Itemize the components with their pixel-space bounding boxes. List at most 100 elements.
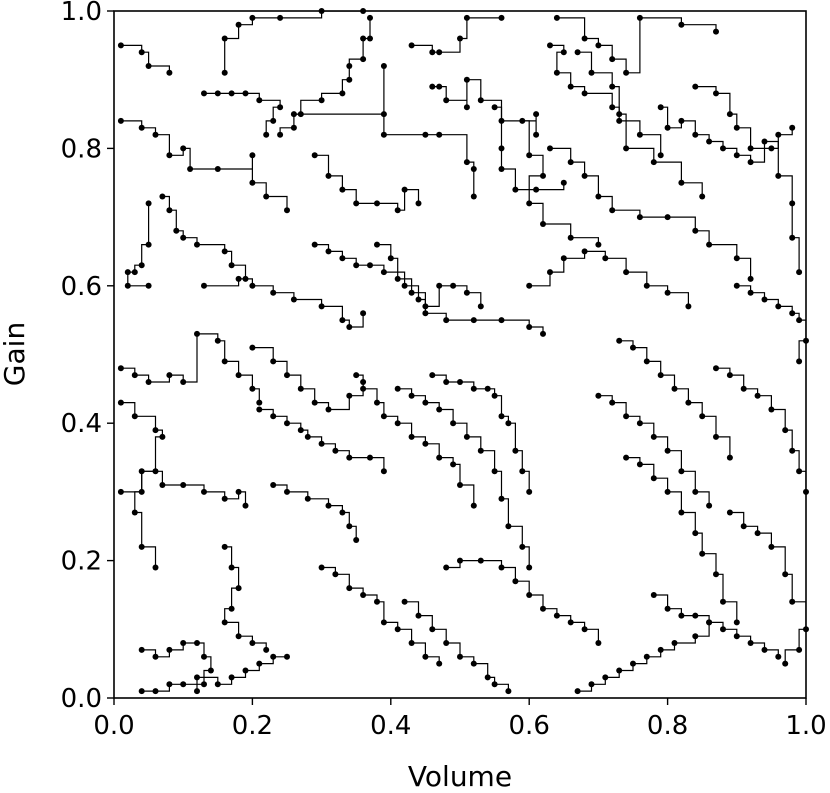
series-line	[120, 333, 260, 403]
data-point	[450, 420, 457, 427]
data-point	[782, 571, 789, 578]
plot-frame	[113, 10, 807, 699]
data-point	[311, 152, 318, 159]
series-line	[577, 51, 703, 197]
data-point	[436, 660, 443, 667]
x-axis: 0.0 0.2 0.4 0.6 0.8 1.0	[93, 698, 827, 741]
data-point	[623, 454, 630, 461]
series-line	[432, 79, 537, 135]
data-point	[380, 619, 387, 626]
data-point	[443, 564, 450, 571]
data-point	[443, 317, 450, 324]
data-point	[346, 392, 353, 399]
data-point	[567, 83, 574, 90]
data-point	[152, 564, 159, 571]
data-point	[256, 97, 263, 104]
data-point	[498, 166, 505, 172]
data-point	[422, 303, 429, 310]
data-point	[553, 612, 560, 619]
series-line	[314, 154, 420, 211]
data-point	[221, 358, 228, 365]
data-point	[609, 83, 616, 90]
y-axis: 0.0 0.2 0.4 0.6 0.8 1.0	[61, 0, 114, 714]
data-point	[422, 399, 429, 406]
data-point	[526, 488, 533, 495]
data-point	[678, 612, 685, 619]
data-point	[775, 172, 782, 179]
data-point	[290, 111, 297, 118]
series-line	[529, 250, 689, 307]
data-point	[235, 585, 242, 592]
data-point	[124, 282, 131, 289]
data-point	[256, 660, 263, 667]
data-point	[380, 63, 387, 69]
data-point	[796, 317, 803, 324]
data-point	[789, 310, 796, 317]
data-point	[297, 385, 304, 392]
data-point	[740, 385, 747, 392]
data-point	[643, 653, 650, 660]
data-point	[498, 145, 505, 152]
data-point	[533, 186, 540, 193]
data-point	[367, 14, 373, 21]
data-point	[311, 241, 318, 248]
data-point	[457, 379, 463, 385]
data-point	[595, 640, 602, 646]
series-line	[120, 44, 170, 73]
data-point	[609, 207, 616, 214]
data-point	[152, 653, 159, 660]
data-point	[228, 674, 235, 681]
data-point	[713, 28, 719, 35]
data-point	[671, 640, 678, 646]
data-point	[747, 275, 754, 282]
data-point	[754, 530, 761, 537]
data-point	[678, 179, 685, 186]
data-point	[415, 296, 422, 303]
data-point	[526, 152, 533, 159]
data-point	[636, 14, 643, 21]
data-point	[526, 592, 533, 598]
x-tick-label: 0.0	[93, 711, 134, 741]
data-point	[685, 303, 692, 310]
data-point	[733, 282, 740, 289]
series-line	[522, 120, 599, 245]
data-point	[408, 433, 415, 440]
data-point	[671, 385, 678, 392]
y-tick-label: 0.6	[61, 272, 102, 302]
data-point	[657, 646, 664, 653]
data-point	[678, 509, 685, 516]
data-point	[394, 626, 401, 633]
data-point	[706, 138, 713, 145]
data-point	[332, 447, 339, 454]
data-point	[699, 193, 706, 200]
data-point	[699, 550, 706, 557]
data-point	[678, 21, 685, 28]
data-point	[519, 468, 526, 475]
data-point	[789, 447, 796, 454]
data-point	[643, 358, 650, 365]
data-point	[623, 69, 630, 76]
data-point	[270, 482, 277, 488]
data-point	[706, 241, 713, 248]
data-point	[616, 337, 623, 344]
data-point	[394, 385, 401, 392]
data-point	[505, 420, 512, 427]
data-point	[470, 317, 477, 324]
x-tick-label: 0.6	[509, 711, 550, 741]
data-point	[560, 255, 567, 262]
data-point	[380, 413, 387, 420]
series-line	[619, 340, 731, 458]
data-point	[533, 131, 540, 138]
data-point	[394, 207, 401, 214]
data-point	[380, 131, 387, 138]
data-point	[533, 111, 540, 118]
data-point	[747, 640, 754, 646]
data-point	[595, 42, 602, 49]
data-point	[214, 681, 221, 688]
data-point	[726, 454, 733, 461]
data-point	[346, 324, 353, 330]
data-point	[290, 124, 297, 131]
series-line	[141, 656, 287, 692]
data-point	[201, 90, 207, 97]
data-point	[436, 83, 443, 90]
